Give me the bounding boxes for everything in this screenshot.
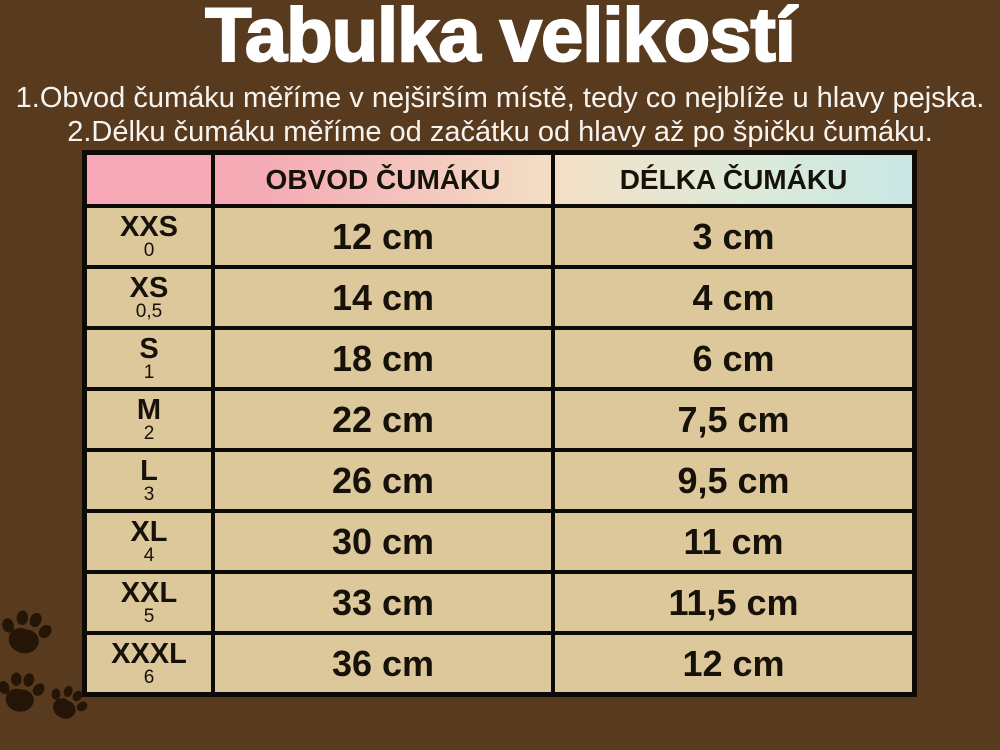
table-row-xxxl: XXXL 6 36 cm 12 cm bbox=[87, 631, 912, 692]
instruction-line-1: 1.Obvod čumáku měříme v nejširším místě,… bbox=[15, 82, 985, 114]
obvod-value: 14 cm bbox=[211, 269, 551, 326]
size-cell: S 1 bbox=[87, 330, 211, 387]
delka-value: 3 cm bbox=[551, 208, 912, 265]
size-label: M bbox=[136, 393, 162, 426]
obvod-value: 30 cm bbox=[211, 513, 551, 570]
size-number: 6 bbox=[143, 666, 155, 688]
delka-value: 9,5 cm bbox=[551, 452, 912, 509]
table-row-xxl: XXL 5 33 cm 11,5 cm bbox=[87, 570, 912, 631]
table-row-xl: XL 4 30 cm 11 cm bbox=[87, 509, 912, 570]
header-cell-delka-cumaku: DÉLKA ČUMÁKU bbox=[551, 155, 912, 204]
size-label: XS bbox=[129, 271, 169, 304]
size-cell: XS 0,5 bbox=[87, 269, 211, 326]
obvod-value: 26 cm bbox=[211, 452, 551, 509]
delka-value: 11 cm bbox=[551, 513, 912, 570]
paw-print-icon bbox=[41, 675, 96, 730]
size-label: S bbox=[139, 332, 159, 365]
table-row-l: L 3 26 cm 9,5 cm bbox=[87, 448, 912, 509]
table-row-xs: XS 0,5 14 cm 4 cm bbox=[87, 265, 912, 326]
size-cell: XXXL 6 bbox=[87, 635, 211, 692]
obvod-value: 22 cm bbox=[211, 391, 551, 448]
size-label: XL bbox=[130, 515, 168, 548]
table-header-row: OBVOD ČUMÁKU DÉLKA ČUMÁKU bbox=[87, 155, 912, 204]
size-number: 1 bbox=[143, 361, 155, 383]
paw-print-icon bbox=[0, 664, 48, 718]
header-cell-obvod-cumaku: OBVOD ČUMÁKU bbox=[211, 155, 551, 204]
obvod-value: 36 cm bbox=[211, 635, 551, 692]
header-cell-size bbox=[87, 155, 211, 204]
delka-value: 7,5 cm bbox=[551, 391, 912, 448]
size-table: OBVOD ČUMÁKU DÉLKA ČUMÁKU XXS 0 12 cm 3 … bbox=[82, 150, 917, 697]
size-number: 3 bbox=[143, 483, 155, 505]
delka-value: 11,5 cm bbox=[551, 574, 912, 631]
size-cell: L 3 bbox=[87, 452, 211, 509]
size-number: 5 bbox=[143, 605, 155, 627]
paw-print-icon bbox=[0, 599, 58, 662]
obvod-value: 18 cm bbox=[211, 330, 551, 387]
obvod-value: 33 cm bbox=[211, 574, 551, 631]
size-cell: M 2 bbox=[87, 391, 211, 448]
table-row-m: M 2 22 cm 7,5 cm bbox=[87, 387, 912, 448]
size-cell: XXL 5 bbox=[87, 574, 211, 631]
size-label: XXL bbox=[120, 576, 178, 609]
size-label: XXXL bbox=[111, 637, 187, 670]
page-title: Tabulka velikostí bbox=[204, 0, 797, 79]
table-row-s: S 1 18 cm 6 cm bbox=[87, 326, 912, 387]
size-label: L bbox=[140, 454, 158, 487]
size-number: 0 bbox=[143, 239, 155, 261]
size-number: 2 bbox=[143, 422, 155, 444]
size-cell: XXS 0 bbox=[87, 208, 211, 265]
size-number: 0,5 bbox=[135, 300, 163, 322]
table-row-xxs: XXS 0 12 cm 3 cm bbox=[87, 204, 912, 265]
size-number: 4 bbox=[143, 544, 155, 566]
delka-value: 6 cm bbox=[551, 330, 912, 387]
obvod-value: 12 cm bbox=[211, 208, 551, 265]
delka-value: 4 cm bbox=[551, 269, 912, 326]
size-cell: XL 4 bbox=[87, 513, 211, 570]
size-label: XXS bbox=[119, 210, 179, 243]
delka-value: 12 cm bbox=[551, 635, 912, 692]
instruction-line-2: 2.Délku čumáku měříme od začátku od hlav… bbox=[67, 116, 933, 148]
